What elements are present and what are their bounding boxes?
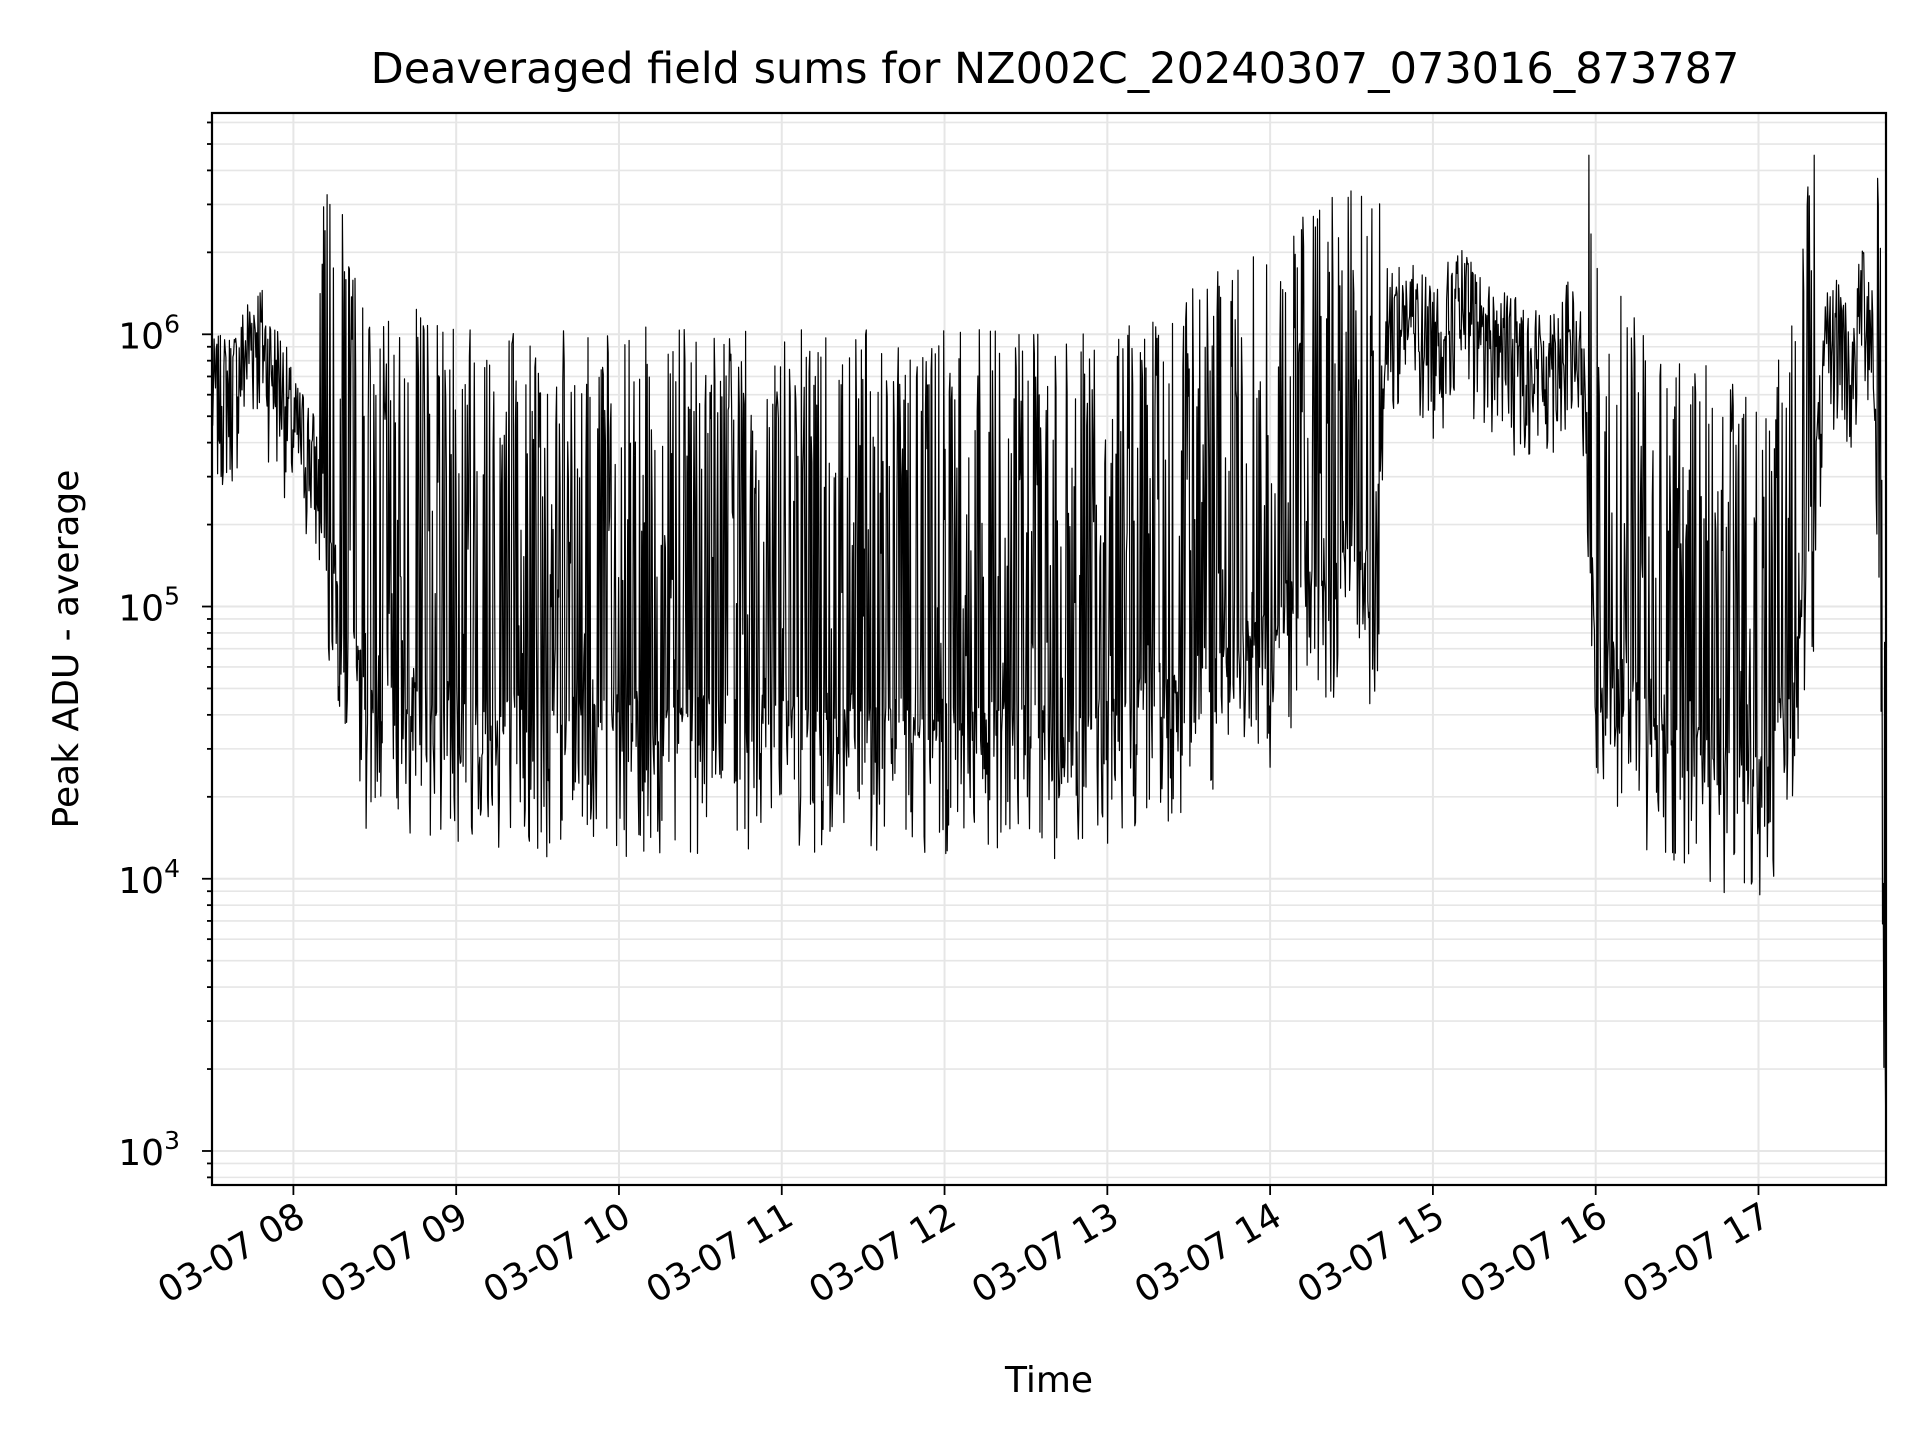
y-tick-label: 105 [118,582,180,630]
y-axis-label: Peak ADU - average [46,470,87,829]
y-tick-label: 103 [118,1126,180,1174]
y-tick-label: 106 [118,309,180,357]
y-axis: 103 104 105 106 [118,121,212,1179]
series-line [211,154,1887,1152]
x-axis-label: Time [1004,1360,1093,1401]
y-tick-label: 104 [118,854,180,902]
data-series [211,154,1887,1152]
chart-title: Deaveraged field sums for NZ002C_2024030… [371,44,1740,94]
